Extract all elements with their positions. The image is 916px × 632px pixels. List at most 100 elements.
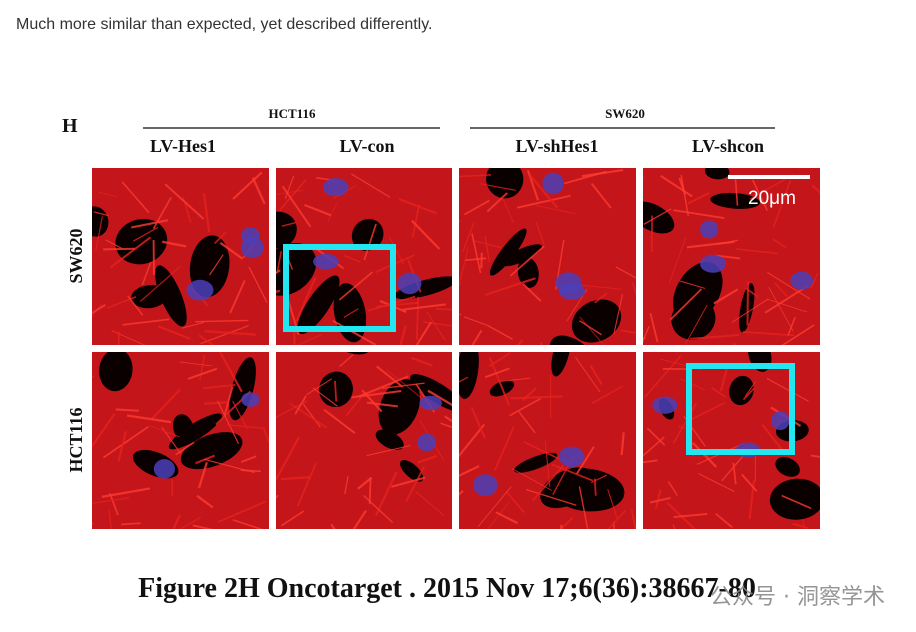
nucleus — [417, 433, 437, 452]
fiber — [485, 277, 536, 296]
fiber — [463, 316, 488, 326]
fiber — [462, 221, 475, 253]
nucleus — [419, 395, 442, 411]
micrograph — [92, 352, 269, 529]
fiber — [132, 226, 159, 242]
fiber — [92, 413, 116, 449]
gap — [501, 244, 543, 267]
fiber — [741, 473, 758, 492]
fiber — [471, 233, 482, 274]
fiber — [204, 458, 255, 474]
fiber — [510, 395, 563, 400]
fiber — [294, 395, 307, 415]
fiber — [544, 440, 551, 487]
fiber — [105, 239, 123, 249]
group-label: SW620 — [605, 106, 645, 121]
nucleus — [652, 396, 678, 414]
fiber — [613, 294, 623, 335]
gap — [551, 352, 571, 377]
fiber — [649, 312, 659, 343]
fiber — [179, 361, 212, 367]
fiber — [590, 474, 608, 484]
fiber — [578, 486, 589, 529]
fiber — [368, 477, 372, 504]
gap — [459, 352, 479, 399]
nucleus — [558, 446, 585, 468]
fiber — [721, 452, 747, 482]
fiber — [276, 289, 281, 294]
fiber — [131, 219, 169, 229]
nucleus — [186, 279, 214, 301]
fiber — [402, 303, 447, 311]
fiber — [350, 173, 391, 198]
fiber — [278, 179, 307, 212]
fiber — [522, 283, 542, 302]
fiber — [464, 199, 490, 216]
fiber — [679, 280, 706, 289]
column-label: LV-shcon — [692, 136, 764, 156]
fiber — [204, 401, 228, 405]
fiber — [680, 378, 706, 391]
fiber — [232, 171, 263, 200]
fiber — [751, 179, 769, 211]
fiber — [716, 239, 739, 245]
group-label: HCT116 — [269, 106, 316, 121]
fiber — [223, 386, 234, 416]
fiber — [209, 254, 224, 276]
fiber — [649, 496, 671, 504]
fiber — [366, 445, 411, 457]
fiber — [92, 522, 94, 525]
fiber — [529, 175, 559, 209]
fiber — [92, 304, 106, 315]
fiber — [345, 395, 364, 417]
column-label: LV-con — [339, 136, 394, 156]
fiber — [690, 334, 740, 340]
fiber — [516, 194, 571, 209]
fiber — [296, 463, 317, 507]
watermark: 公众号 · 洞察学术 — [710, 585, 885, 610]
fiber — [103, 425, 149, 459]
fiber — [802, 519, 806, 529]
fiber — [115, 408, 140, 412]
fiber — [181, 321, 205, 329]
fiber — [444, 415, 452, 423]
fiber — [560, 524, 563, 529]
scale-label: 20μm — [748, 188, 796, 209]
nucleus — [558, 282, 586, 300]
fiber — [772, 179, 792, 228]
fiber — [742, 331, 795, 337]
fiber — [103, 247, 136, 251]
fiber — [734, 176, 739, 206]
fiber — [660, 175, 693, 198]
fiber — [295, 277, 317, 322]
fiber — [332, 320, 377, 345]
nucleus — [700, 220, 719, 239]
fiber — [484, 236, 491, 263]
fiber — [385, 368, 428, 403]
fiber — [509, 397, 542, 417]
fiber — [711, 387, 726, 398]
fiber — [792, 522, 809, 529]
fiber — [764, 284, 810, 314]
row-label: SW620 — [66, 228, 86, 283]
fiber — [526, 169, 539, 201]
micrograph — [459, 168, 636, 345]
fiber — [411, 204, 420, 238]
fiber — [715, 513, 733, 528]
column-label: LV-Hes1 — [150, 136, 216, 156]
fiber — [415, 491, 445, 516]
fiber — [267, 181, 269, 187]
fiber — [761, 424, 783, 451]
fiber — [198, 461, 208, 489]
micrographs — [92, 168, 820, 529]
fiber — [398, 198, 437, 215]
fiber — [465, 257, 487, 262]
fiber — [162, 240, 187, 248]
micrograph — [459, 352, 636, 529]
fiber — [296, 334, 323, 345]
fiber — [415, 321, 433, 345]
gap — [180, 432, 243, 470]
fiber — [500, 377, 531, 382]
fiber — [576, 446, 595, 475]
fiber — [339, 354, 354, 368]
